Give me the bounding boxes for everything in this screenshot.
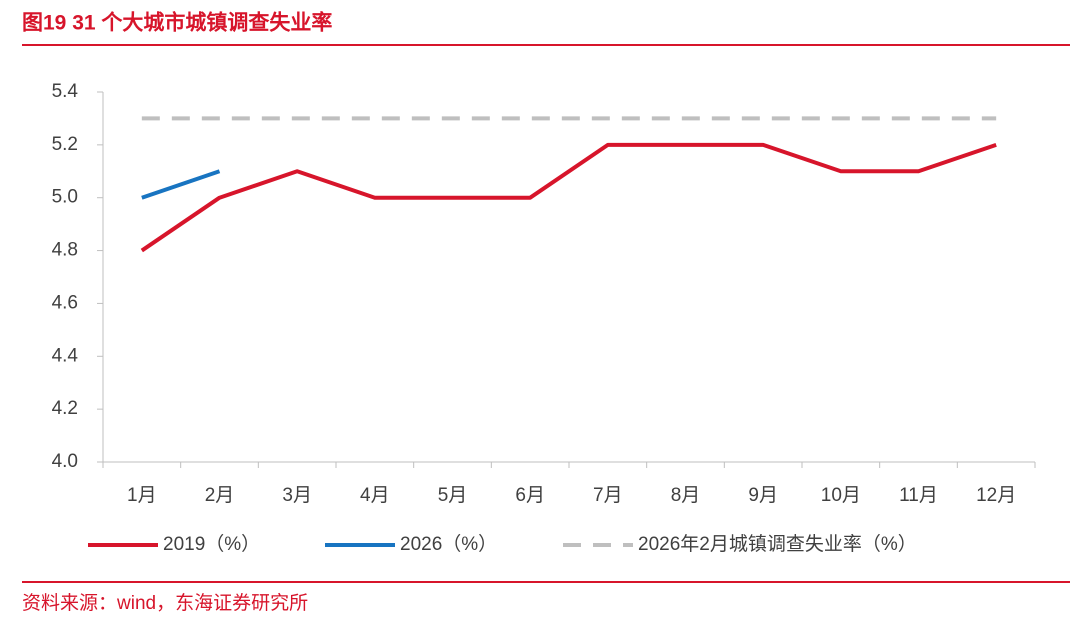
x-tick-label: 12月 xyxy=(976,485,1016,506)
x-tick-label: 3月 xyxy=(282,485,312,506)
y-tick-label: 4.0 xyxy=(52,451,78,472)
series-line xyxy=(141,169,221,200)
y-tick-label: 4.4 xyxy=(52,345,79,366)
y-tick-label: 4.6 xyxy=(52,292,78,313)
x-tick-label: 5月 xyxy=(438,485,468,506)
y-tick-label: 5.4 xyxy=(52,81,79,102)
source: 资料来源：wind，东海证券研究所 xyxy=(22,592,308,614)
x-tick-label: 7月 xyxy=(593,485,623,506)
x-tick-label: 6月 xyxy=(515,485,545,506)
legend-label: 2026（%） xyxy=(400,533,497,555)
x-tick-label: 1月 xyxy=(127,485,157,506)
series-line xyxy=(140,142,997,253)
x-tick-label: 4月 xyxy=(360,485,390,506)
x-tick-label: 9月 xyxy=(748,485,778,506)
y-tick-label: 4.8 xyxy=(52,240,78,261)
chart-title: 图19 31 个大城市城镇调查失业率 xyxy=(22,11,332,35)
x-tick-label: 10月 xyxy=(821,485,861,506)
legend-label: 2026年2月城镇调查失业率（%） xyxy=(638,533,917,555)
y-tick-label: 5.0 xyxy=(52,187,78,208)
legend-label: 2019（%） xyxy=(163,533,260,555)
y-tick-label: 5.2 xyxy=(52,134,78,155)
x-tick-label: 8月 xyxy=(671,485,701,506)
y-tick-label: 4.2 xyxy=(52,398,78,419)
x-tick-label: 11月 xyxy=(899,485,938,506)
x-tick-label: 2月 xyxy=(205,485,235,506)
